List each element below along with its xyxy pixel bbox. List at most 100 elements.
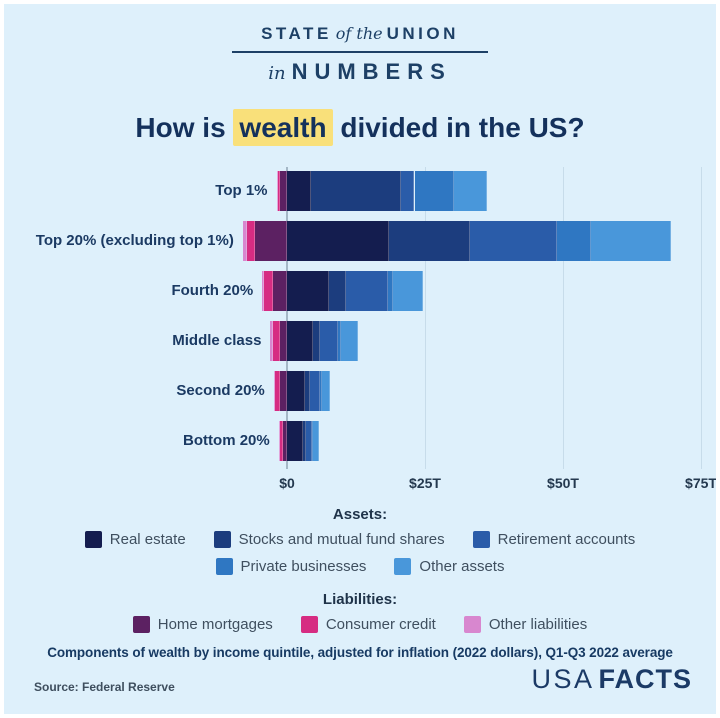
bar-segment-private-businesses [338, 321, 342, 361]
bar-row: Middle class [4, 321, 716, 361]
logo-usa: USA [531, 664, 595, 694]
axis-tick-label: $0 [279, 475, 295, 491]
legend-label: Home mortgages [157, 616, 273, 633]
bar-row: Fourth 20% [4, 271, 716, 311]
bar-segment-other-liabilities [242, 221, 247, 261]
logo-facts: FACTS [598, 664, 692, 694]
bar-segment-real-estate [287, 421, 303, 461]
legend-swatch [463, 616, 481, 633]
bar-segment-private-businesses [414, 171, 455, 211]
legend-liabilities-heading: Liabilities: [322, 591, 398, 608]
category-label: Bottom 20% [183, 432, 270, 449]
bar-row: Second 20% [4, 371, 716, 411]
bar-segment-other-assets [590, 221, 671, 261]
legend-assets-heading: Assets: [332, 506, 388, 523]
source-note: Source: Federal Reserve [34, 680, 175, 694]
legend-swatch [84, 531, 102, 548]
bar-segment-home-mortgages [280, 171, 287, 211]
bar-segment-consumer-credit [278, 171, 281, 211]
bar-segment-consumer-credit [274, 371, 280, 411]
legend-label: Other liabilities [488, 616, 588, 633]
bar-segment-real-estate [287, 221, 390, 261]
legend-swatch [132, 616, 150, 633]
legend-swatch [300, 616, 318, 633]
bar-segment-home-mortgages [279, 321, 287, 361]
bar-segment-real-estate [287, 271, 329, 311]
bar-segment-stocks-and-mutual-fund-shares [312, 321, 321, 361]
legend-label: Retirement accounts [497, 531, 636, 548]
legend-assets-row2: Private businesses Other assets [4, 558, 716, 575]
bar-segment-home-mortgages [283, 421, 287, 461]
banner-numbers: NUMBERS [291, 59, 452, 84]
bar-segment-consumer-credit [264, 271, 274, 311]
bar-segment-other-assets [454, 171, 488, 211]
category-label: Fourth 20% [171, 282, 254, 299]
category-label: Middle class [172, 332, 262, 349]
bar-segment-other-assets [392, 271, 423, 311]
usafacts-logo: USA FACTS [531, 664, 692, 695]
legend: Assets: Real estate Stocks and mutual fun… [4, 504, 716, 643]
legend-item: Other liabilities [463, 616, 588, 633]
legend-swatch [215, 558, 233, 575]
bar-row: Top 20% (excluding top 1%) [4, 221, 716, 261]
chart-title: How is wealth divided in the US? [4, 109, 716, 146]
legend-item: Consumer credit [300, 616, 436, 633]
bar-segment-stocks-and-mutual-fund-shares [305, 371, 311, 411]
gridline [562, 167, 564, 469]
bar-segment-private-businesses [557, 221, 591, 261]
bar-segment-other-assets [313, 421, 319, 461]
bar-segment-stocks-and-mutual-fund-shares [328, 271, 347, 311]
title-suffix: divided in the US? [332, 112, 585, 143]
legend-label: Stocks and mutual fund shares [238, 531, 445, 548]
axis-tick-label: $75T [685, 475, 717, 491]
bar-segment-private-businesses [388, 271, 393, 311]
legend-item: Stocks and mutual fund shares [213, 531, 445, 548]
bar-segment-real-estate [287, 371, 306, 411]
bar-segment-other-liabilities [273, 371, 275, 411]
legend-item: Real estate [84, 531, 186, 548]
banner-union: UNION [386, 24, 459, 43]
brand-banner: STATE of the UNION in NUMBERS [4, 24, 716, 85]
bar-segment-other-liabilities [262, 271, 265, 311]
gridline [700, 167, 702, 469]
category-label: Top 1% [215, 182, 268, 199]
legend-label: Other assets [419, 558, 505, 575]
bar-segment-retirement-accounts [401, 171, 415, 211]
banner-of-the: of the [335, 24, 383, 43]
bar-segment-other-assets [341, 321, 359, 361]
bar-segment-private-businesses [312, 421, 314, 461]
banner-state: STATE [261, 24, 332, 43]
bar-segment-real-estate [287, 171, 312, 211]
axis-tick-label: $25T [409, 475, 441, 491]
legend-swatch [472, 531, 490, 548]
chart-note: Components of wealth by income quintile,… [47, 645, 673, 660]
wealth-chart: $0 $25T $50T $75T Top 1% Top 20% (excluding t… [4, 167, 717, 502]
bar-segment-consumer-credit [246, 221, 255, 261]
legend-liabilities-row: Home mortgages Consumer credit Other liabi… [4, 616, 716, 633]
bar-row: Bottom 20% [4, 421, 716, 461]
legend-item: Retirement accounts [472, 531, 636, 548]
category-label: Second 20% [176, 382, 265, 399]
legend-swatch [213, 531, 231, 548]
category-label: Top 20% (excluding top 1%) [35, 232, 234, 249]
bar-segment-stocks-and-mutual-fund-shares [303, 421, 306, 461]
bar-segment-retirement-accounts [346, 271, 388, 311]
bar-segment-other-liabilities [278, 421, 280, 461]
bar-segment-consumer-credit [272, 321, 280, 361]
bar-segment-other-assets [321, 371, 331, 411]
banner-line1: STATE of the UNION [4, 24, 716, 44]
bar-segment-stocks-and-mutual-fund-shares [311, 171, 402, 211]
bar-row: Top 1% [4, 171, 716, 211]
legend-item: Other assets [394, 558, 504, 575]
bar-segment-other-liabilities [276, 171, 279, 211]
bar-segment-home-mortgages [279, 371, 287, 411]
legend-label: Private businesses [240, 558, 367, 575]
legend-item: Private businesses [215, 558, 367, 575]
bar-segment-home-mortgages [254, 221, 287, 261]
banner-divider [232, 51, 488, 53]
bar-segment-real-estate [287, 321, 313, 361]
bar-segment-consumer-credit [279, 421, 284, 461]
bar-segment-retirement-accounts [470, 221, 558, 261]
title-highlight: wealth [233, 109, 333, 146]
